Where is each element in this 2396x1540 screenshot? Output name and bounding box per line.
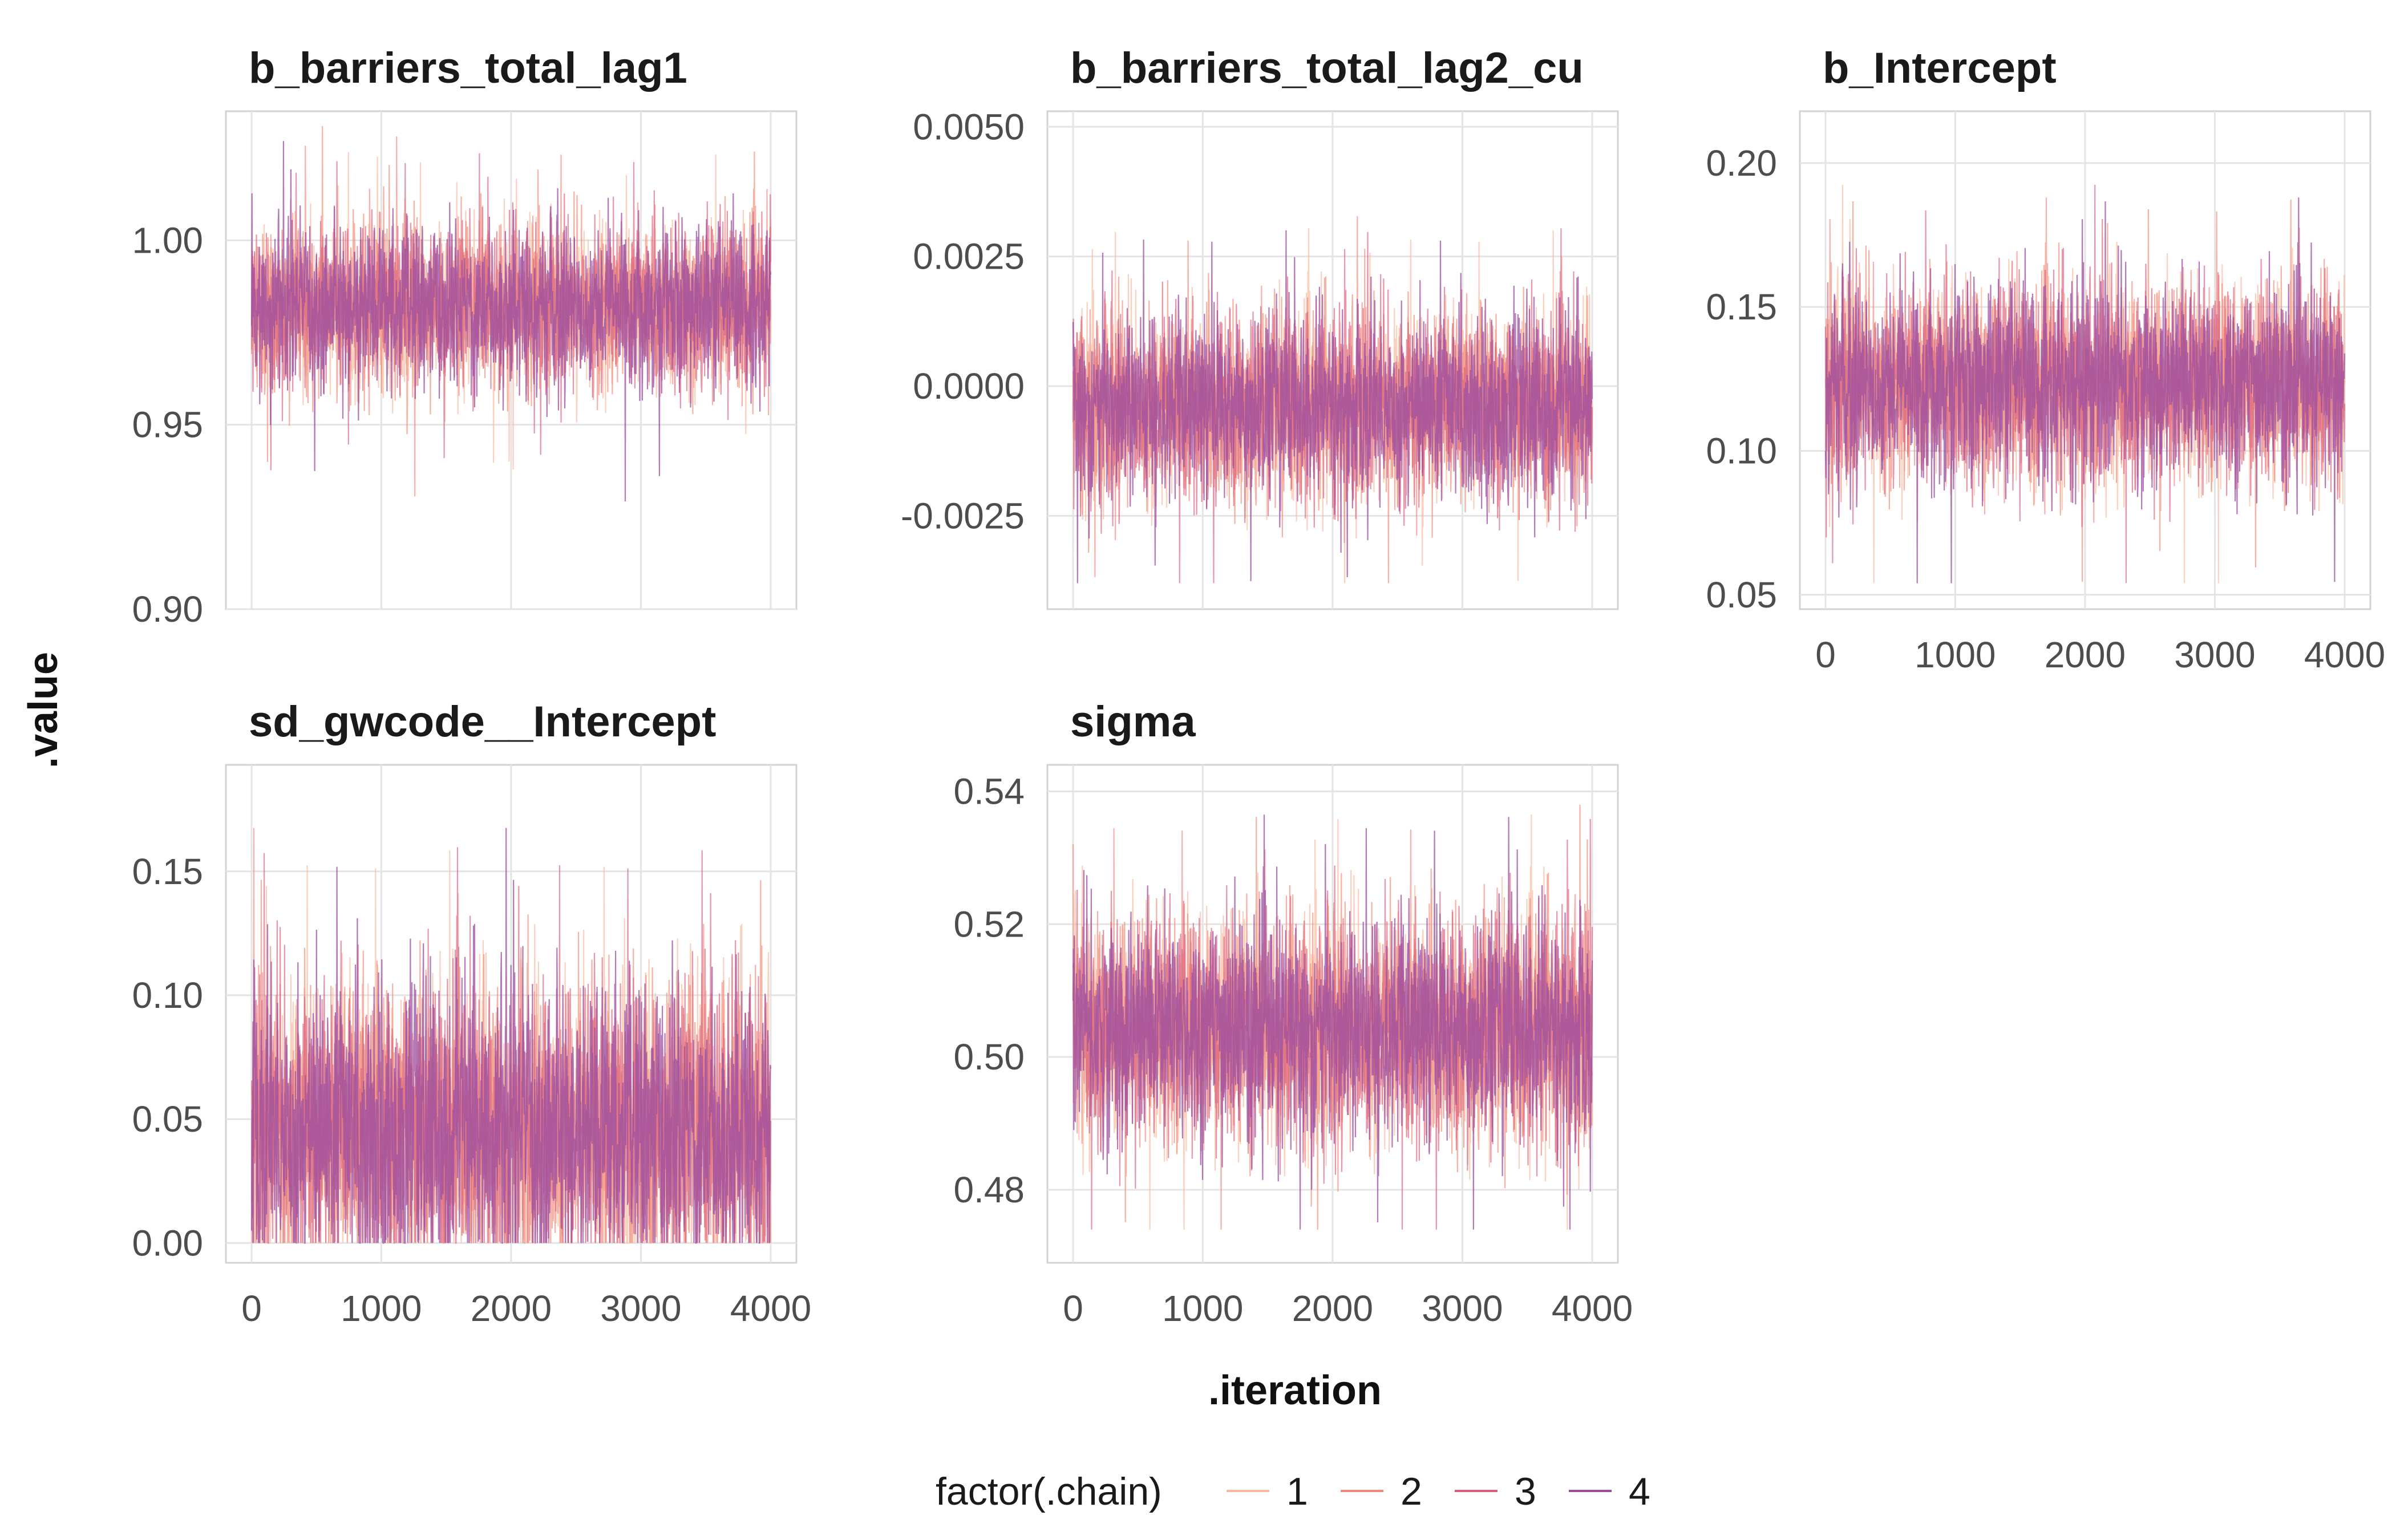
y-tick-label: 1.00 (132, 220, 203, 261)
panel-2: -0.0025 0.0000 0.0025 0.0050 b_barriers_tota… (901, 44, 1619, 610)
y-tick-label: 0.0025 (913, 236, 1025, 277)
y-tick-label: 0.50 (953, 1036, 1025, 1077)
x-tick-label: 2000 (471, 1288, 552, 1329)
panel-1: 0.90 0.95 1.00 b_barriers_total_lag1 (132, 44, 798, 630)
x-tick-label: 1000 (1162, 1288, 1243, 1329)
panel-5: 0.48 0.50 0.52 0.54 0 1000 2000 3000 4000 sigma (953, 698, 1633, 1329)
y-tick-label: 0.0000 (913, 366, 1025, 407)
panels-layer: 0.90 0.95 1.00 b_barriers_total_lag1 -0.0025… (132, 44, 2385, 1329)
panel-4: 0.00 0.05 0.10 0.15 0 1000 2000 3000 4000 sd_gwco… (132, 698, 811, 1329)
y-tick-label: 0.95 (132, 404, 203, 445)
chain-4-trace (1072, 814, 1593, 1230)
x-tick-label: 3000 (2174, 634, 2255, 675)
x-tick-label: 1000 (341, 1288, 422, 1329)
chain-4-trace (1824, 197, 2346, 583)
panel-title: b_barriers_total_lag2_cu (1070, 44, 1584, 92)
y-tick-label: 0.52 (953, 903, 1025, 945)
y-axis-title: .value (21, 652, 66, 768)
y-tick-label: 0.48 (953, 1169, 1025, 1210)
y-tick-label: 0.90 (132, 589, 203, 630)
x-tick-label: 0 (1063, 1288, 1083, 1329)
x-tick-label: 4000 (1552, 1288, 1633, 1329)
y-tick-label: 0.05 (132, 1099, 203, 1140)
x-tick-label: 0 (241, 1288, 262, 1329)
legend-label-1: 1 (1286, 1470, 1308, 1513)
x-tick-label: 3000 (1422, 1288, 1503, 1329)
x-tick-label: 2000 (1292, 1288, 1373, 1329)
legend-label-3: 3 (1515, 1470, 1536, 1513)
y-tick-label: 0.54 (953, 771, 1025, 812)
x-tick-label: 1000 (1915, 634, 1996, 675)
panel-title: sd_gwcode__Intercept (249, 698, 716, 746)
y-tick-label: 0.15 (132, 851, 203, 892)
x-tick-label: 4000 (2304, 634, 2385, 675)
y-tick-label: 0.00 (132, 1222, 203, 1263)
chain-4-trace (250, 141, 772, 502)
legend-title: factor(.chain) (936, 1470, 1162, 1513)
y-tick-label: 0.05 (1706, 574, 1777, 615)
x-tick-label: 3000 (600, 1288, 681, 1329)
y-tick-label: -0.0025 (901, 495, 1025, 536)
legend-label-2: 2 (1401, 1470, 1422, 1513)
y-tick-label: 0.15 (1706, 286, 1777, 327)
panel-title: b_Intercept (1823, 44, 2057, 92)
x-axis-title: .iteration (1208, 1368, 1382, 1413)
panel-3: 0.05 0.10 0.15 0.20 0 1000 2000 3000 4000 b_Inter… (1706, 44, 2385, 675)
chain-4-trace (1072, 230, 1593, 583)
x-tick-label: 4000 (730, 1288, 811, 1329)
panel-title: b_barriers_total_lag1 (249, 44, 687, 92)
x-tick-label: 0 (1815, 634, 1836, 675)
x-tick-label: 2000 (2045, 634, 2126, 675)
chain-4-trace (250, 828, 772, 1244)
y-tick-label: 0.20 (1706, 143, 1777, 184)
panel-title: sigma (1070, 698, 1196, 746)
y-tick-label: 0.10 (132, 975, 203, 1016)
y-tick-label: 0.10 (1706, 430, 1777, 471)
y-tick-label: 0.0050 (913, 106, 1025, 147)
legend-entries: 1 2 3 4 (1227, 1470, 1650, 1513)
legend: factor(.chain) 1 2 3 4 (936, 1470, 1650, 1513)
legend-label-4: 4 (1629, 1470, 1650, 1513)
